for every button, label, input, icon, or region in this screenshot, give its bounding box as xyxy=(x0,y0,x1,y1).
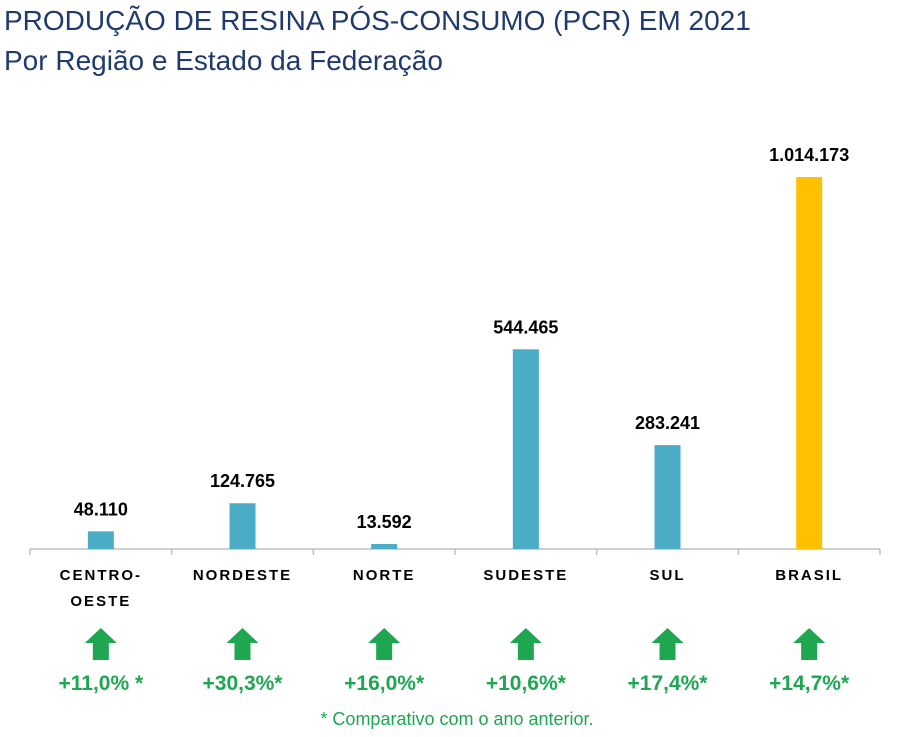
arrow-up-icon xyxy=(509,628,542,660)
bar xyxy=(512,349,539,549)
bar-value-label: 544.465 xyxy=(493,317,558,337)
bar xyxy=(87,531,114,549)
arrow-up-icon xyxy=(368,628,401,660)
category-label: NORTE xyxy=(353,567,416,584)
bar xyxy=(229,503,256,549)
arrow-up-icon xyxy=(226,628,259,660)
bar-value-label: 283.241 xyxy=(635,413,700,433)
chart-subtitle: Por Região e Estado da Federação xyxy=(4,45,443,76)
bar-value-label: 13.592 xyxy=(357,512,412,532)
bar-highlight xyxy=(796,177,823,549)
arrow-up-icon xyxy=(793,628,826,660)
growth-label: +14,7%* xyxy=(769,672,850,695)
arrow-up-icon xyxy=(651,628,684,660)
growth-label: +10,6%* xyxy=(486,672,567,695)
arrow-up-icon xyxy=(84,628,117,660)
growth-label: +30,3%* xyxy=(203,672,284,695)
category-label: NORDESTE xyxy=(193,567,292,584)
category-label: BRASIL xyxy=(775,567,843,584)
growth-label: +11,0% * xyxy=(59,672,144,695)
growth-label: +17,4%* xyxy=(628,672,709,695)
bar-value-label: 124.765 xyxy=(210,471,275,491)
bar-value-label: 48.110 xyxy=(74,499,128,519)
chart-title: PRODUÇÃO DE RESINA PÓS-CONSUMO (PCR) EM … xyxy=(4,5,751,36)
category-label: OESTE xyxy=(70,593,131,610)
category-label: CENTRO- xyxy=(60,567,142,584)
growth-label: +16,0%* xyxy=(344,672,425,695)
bar-value-label: 1.014.173 xyxy=(769,145,849,165)
category-label: SUL xyxy=(650,567,686,584)
footnote: * Comparativo com o ano anterior. xyxy=(320,709,594,729)
category-label: SUDESTE xyxy=(483,567,568,584)
bar xyxy=(654,445,681,549)
bar xyxy=(371,544,398,549)
